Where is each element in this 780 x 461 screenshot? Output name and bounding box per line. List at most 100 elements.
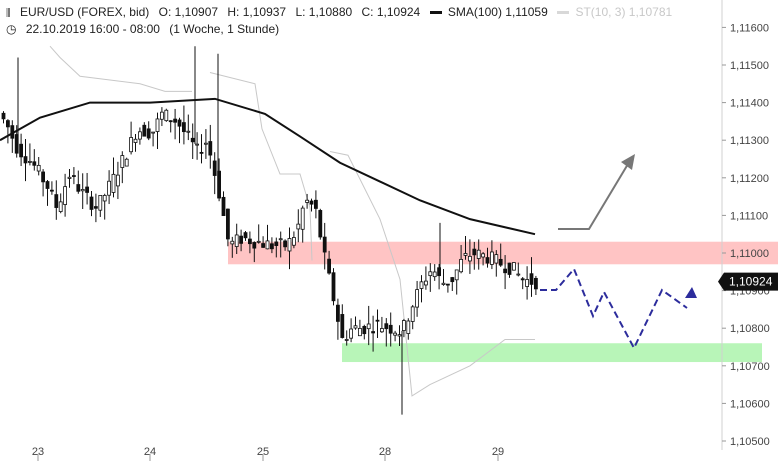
y-tick-label: 1,10700 [730, 361, 770, 373]
candle-body [494, 254, 499, 264]
date-range: 22.10.2019 16:00 - 08:00 [25, 22, 160, 36]
x-tick-label: 25 [257, 446, 269, 458]
candle-body [256, 240, 261, 243]
candle-body [76, 184, 81, 192]
y-tick-label: 1,10600 [730, 398, 770, 410]
candle-body [274, 241, 279, 246]
candle-body [318, 210, 323, 238]
candle-body [195, 143, 200, 146]
candle-body [102, 195, 107, 202]
candle-body [146, 128, 151, 139]
candle-body [252, 242, 257, 249]
y-tick-label: 1,11000 [730, 248, 769, 260]
candle-body [85, 186, 89, 193]
chart-header-line2: ◷ 22.10.2019 16:00 - 08:00 (1 Woche, 1 S… [6, 22, 285, 36]
candle-body [516, 273, 521, 276]
candle-body [327, 258, 332, 274]
candle-body [36, 164, 41, 172]
scenario-arrow-head [685, 287, 697, 298]
candle-body [19, 143, 24, 158]
candle-body [155, 118, 160, 132]
candle-body [151, 131, 156, 134]
candle-body [265, 240, 270, 250]
st-legend-icon [557, 11, 570, 15]
candle-body [529, 273, 534, 285]
sma-legend-icon [429, 11, 442, 15]
candle-body [186, 130, 191, 133]
candle-body [173, 118, 178, 123]
candle-body [305, 199, 310, 203]
st-value: ST(10, 3) 1,10781 [575, 5, 673, 19]
candle-body [208, 141, 213, 156]
y-tick-label: 1,11500 [730, 60, 769, 72]
candle-body [203, 142, 208, 145]
high-value: H: 1,10937 [227, 5, 287, 19]
period-label: (1 Woche, 1 Stunde) [169, 22, 280, 36]
candle-body [393, 332, 398, 336]
candle-body [349, 328, 354, 339]
x-tick-label: 29 [492, 446, 504, 458]
candle-body [472, 248, 477, 256]
candle-body [371, 331, 376, 334]
clock-icon: ◷ [6, 22, 17, 36]
candle-body [41, 171, 45, 183]
candle-body [410, 306, 415, 322]
candle-body [190, 137, 195, 143]
candle-body [366, 323, 371, 330]
candle-body [463, 253, 468, 256]
candle-body [300, 207, 305, 230]
candle-body [58, 201, 63, 212]
candle-body [225, 208, 230, 240]
sma-line [0, 97, 536, 236]
supertrend-line [329, 150, 535, 397]
candle-body [80, 189, 85, 192]
candle-body [450, 277, 455, 283]
candlestick-icon: ⫼ [6, 8, 11, 19]
candle-body [45, 181, 50, 189]
candle-body [344, 339, 349, 341]
candle-body [322, 236, 327, 253]
close-value: C: 1,10924 [361, 5, 421, 19]
candle-body [6, 120, 10, 128]
x-tick-label: 24 [144, 446, 156, 458]
candle-body [406, 320, 411, 334]
candle-body [441, 282, 446, 285]
candle-body [423, 280, 428, 286]
candle-body [437, 267, 442, 277]
supertrend-line [209, 72, 313, 261]
candle-body [23, 156, 28, 164]
candle-body [313, 199, 318, 209]
candle-body [164, 109, 169, 122]
candle-body [1, 112, 6, 120]
supertrend-line [49, 45, 192, 92]
y-tick-label: 1,11100 [730, 210, 768, 222]
candle-body [67, 176, 72, 179]
candle-body [199, 151, 204, 154]
y-tick-label: 1,10800 [730, 323, 770, 335]
candle-body [247, 238, 252, 245]
candle-body [243, 232, 248, 239]
candle-body [63, 186, 67, 205]
candle-body [50, 189, 54, 192]
candle-body [331, 272, 336, 302]
candle-body [177, 119, 182, 127]
resistance-zone [228, 241, 778, 265]
candle-body [54, 194, 59, 208]
candle-body [384, 323, 389, 330]
candle-body [489, 251, 494, 265]
candle-body [98, 195, 103, 211]
candle-body [159, 111, 164, 120]
candle-body [94, 206, 98, 209]
candle-body [525, 279, 529, 287]
bullish-arrow [558, 163, 629, 230]
candle-body [401, 320, 406, 331]
candle-body [291, 237, 296, 246]
candle-body [287, 238, 292, 252]
candle-body [379, 328, 384, 333]
y-tick-label: 1,10500 [730, 436, 770, 448]
y-tick-label: 1,11600 [730, 22, 769, 34]
candle-body [340, 314, 345, 338]
candle-body [168, 120, 173, 123]
candle-body [335, 304, 340, 322]
candle-body [32, 161, 37, 166]
